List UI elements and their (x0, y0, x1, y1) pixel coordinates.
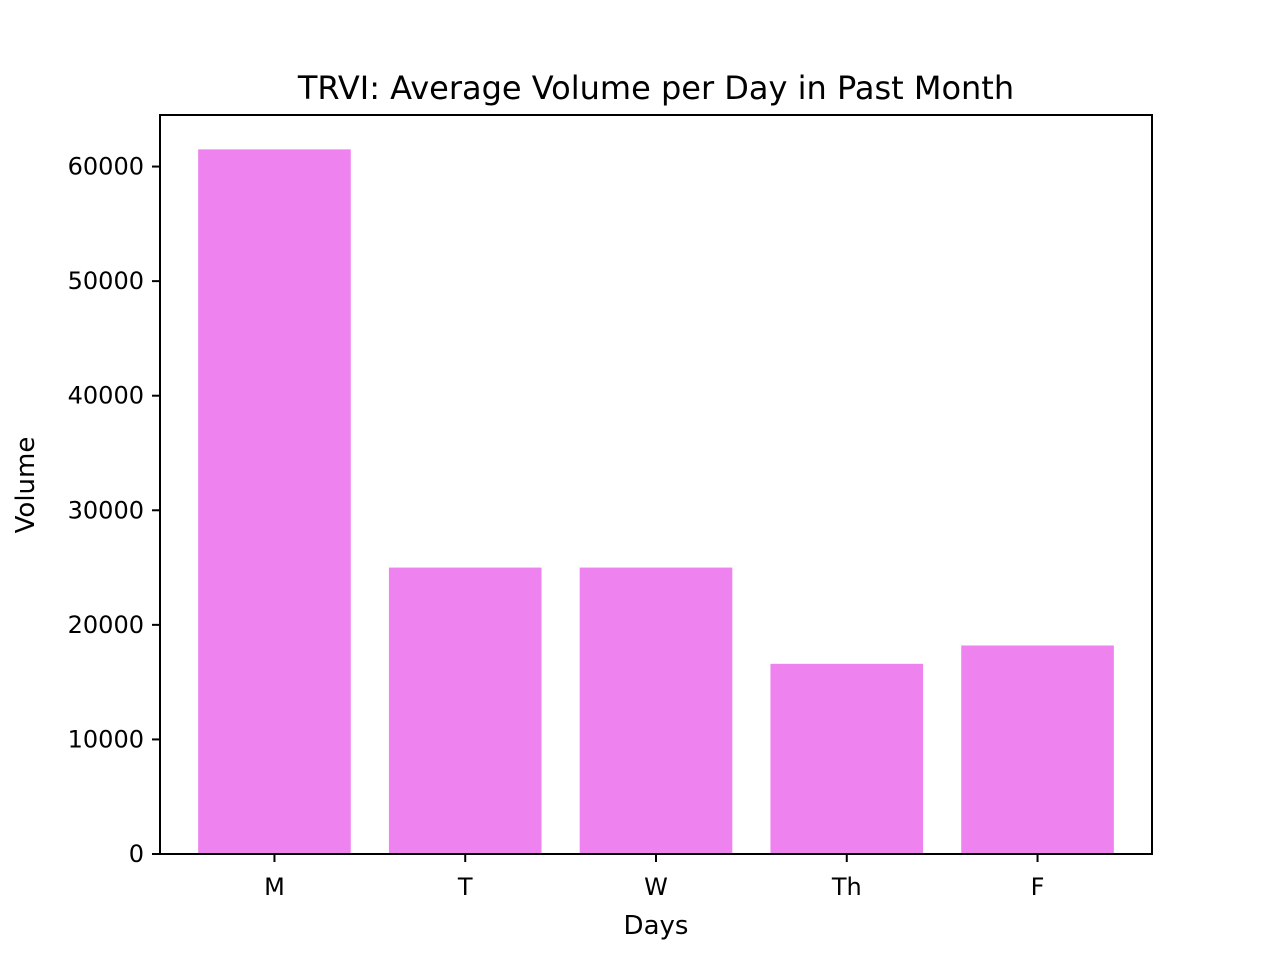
bar-th (770, 663, 924, 854)
x-tick-label-t: T (457, 873, 473, 901)
x-tick-label-th: Th (831, 873, 862, 901)
bars-layer (198, 149, 1114, 855)
chart-title: TRVI: Average Volume per Day in Past Mon… (297, 69, 1014, 107)
y-tick-label: 50000 (68, 267, 144, 295)
bar-w (579, 567, 733, 854)
x-tick-label-f: F (1031, 873, 1045, 901)
y-tick-label: 0 (129, 840, 144, 868)
y-axis-label: Volume (11, 437, 41, 534)
bar-f (961, 645, 1114, 854)
x-tick-label-m: M (264, 873, 285, 901)
y-tick-label: 40000 (68, 382, 144, 410)
y-tick-label: 10000 (68, 725, 144, 753)
y-tick-label: 30000 (68, 496, 144, 524)
bar-t (388, 567, 542, 854)
y-axis-ticks: 0 10000 20000 30000 40000 50000 60000 (68, 153, 160, 868)
y-tick-label: 60000 (68, 153, 144, 181)
x-tick-label-w: W (644, 873, 668, 901)
x-axis-ticks: M T W Th F (264, 854, 1044, 901)
bar-m (198, 149, 351, 855)
x-axis-label: Days (624, 911, 689, 941)
y-tick-label: 20000 (68, 611, 144, 639)
